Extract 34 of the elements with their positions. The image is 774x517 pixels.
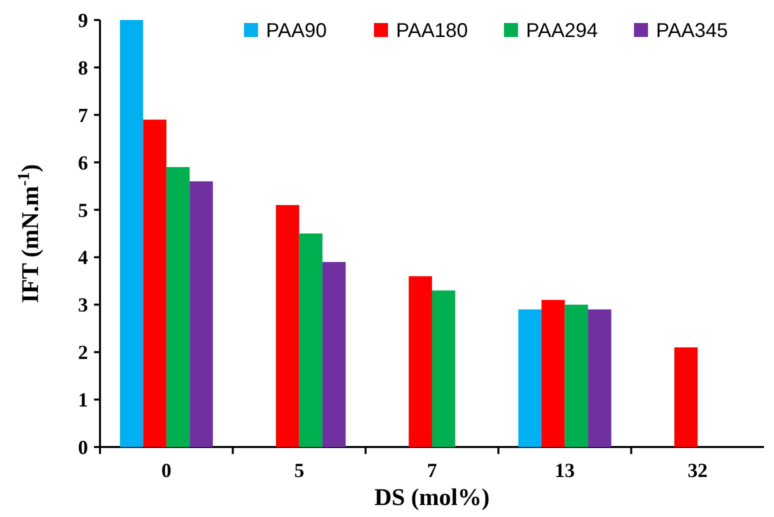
legend-label: PAA294 [526,20,598,42]
bar [299,234,322,447]
bar [518,309,542,447]
bar [276,205,300,447]
bar [542,300,565,447]
bar [564,304,588,447]
x-tick-label: 13 [554,460,575,482]
x-tick-label: 0 [161,460,172,482]
x-tick-label: 32 [688,460,708,482]
y-tick-label: 0 [78,437,88,459]
legend-label: PAA90 [266,20,327,42]
legend-label: PAA345 [656,20,728,42]
bar [322,262,346,447]
x-tick-label: 5 [294,460,304,482]
y-tick-label: 3 [78,294,88,317]
y-tick-label: 1 [78,390,88,412]
y-tick-label: 2 [78,342,88,364]
bar [120,20,144,447]
bar [408,276,432,447]
bar [588,309,612,447]
y-tick-label: 4 [78,247,88,270]
y-tick-label: 9 [78,10,88,32]
bar [166,167,190,447]
bar [190,181,213,447]
y-tick-label: 8 [78,57,88,80]
y-tick-label: 5 [78,200,88,222]
y-tick-label: 6 [78,152,88,174]
bar [674,347,698,447]
x-axis-title: DS (mol%) [374,485,490,511]
x-tick-label: 7 [427,460,437,482]
bar [432,290,456,447]
y-tick-label: 7 [78,104,88,127]
legend-label: PAA180 [396,20,468,42]
bar [143,120,166,447]
